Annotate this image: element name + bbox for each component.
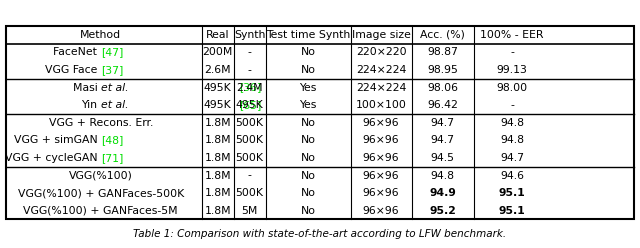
Text: 99.13: 99.13 xyxy=(497,65,527,75)
Text: 495K: 495K xyxy=(236,100,264,110)
Text: Method: Method xyxy=(80,30,122,40)
Text: 98.00: 98.00 xyxy=(497,83,527,93)
Text: et al.: et al. xyxy=(101,100,132,110)
Text: 96.42: 96.42 xyxy=(427,100,458,110)
Text: 95.1: 95.1 xyxy=(499,188,525,198)
Text: VGG(%100) + GANFaces-5M: VGG(%100) + GANFaces-5M xyxy=(24,206,178,216)
Text: [71]: [71] xyxy=(101,153,123,163)
Text: 94.8: 94.8 xyxy=(500,135,524,145)
Text: 224×224: 224×224 xyxy=(356,65,406,75)
Text: 224×224: 224×224 xyxy=(356,83,406,93)
Text: 96×96: 96×96 xyxy=(363,188,399,198)
Text: No: No xyxy=(301,206,316,216)
Text: et al.: et al. xyxy=(101,83,132,93)
Text: Table 1: Comparison with state-of-the-art according to LFW benchmark.: Table 1: Comparison with state-of-the-ar… xyxy=(133,229,507,239)
Text: [65]: [65] xyxy=(239,100,262,110)
Text: 500K: 500K xyxy=(236,135,264,145)
Text: Real: Real xyxy=(206,30,229,40)
Text: [37]: [37] xyxy=(101,65,123,75)
Text: 95.2: 95.2 xyxy=(429,206,456,216)
Text: 1.8M: 1.8M xyxy=(204,171,231,181)
Text: 94.5: 94.5 xyxy=(431,153,454,163)
Text: Image size: Image size xyxy=(352,30,410,40)
Text: No: No xyxy=(301,47,316,58)
Text: 94.9: 94.9 xyxy=(429,188,456,198)
Text: VGG Face: VGG Face xyxy=(45,65,101,75)
Text: No: No xyxy=(301,118,316,128)
Text: 94.7: 94.7 xyxy=(431,135,454,145)
Text: -: - xyxy=(510,100,514,110)
Text: VGG(%100): VGG(%100) xyxy=(69,171,132,181)
Text: 220×220: 220×220 xyxy=(356,47,406,58)
Text: Yes: Yes xyxy=(300,100,317,110)
Text: 94.7: 94.7 xyxy=(431,118,454,128)
Text: -: - xyxy=(248,65,252,75)
Text: 200M: 200M xyxy=(202,47,233,58)
Text: 94.8: 94.8 xyxy=(500,118,524,128)
Text: 94.8: 94.8 xyxy=(431,171,454,181)
Text: Acc. (%): Acc. (%) xyxy=(420,30,465,40)
Text: -: - xyxy=(510,47,514,58)
Text: 98.87: 98.87 xyxy=(427,47,458,58)
Text: 100% - EER: 100% - EER xyxy=(480,30,544,40)
Text: Yes: Yes xyxy=(300,83,317,93)
Text: 94.7: 94.7 xyxy=(500,153,524,163)
Text: No: No xyxy=(301,171,316,181)
Text: No: No xyxy=(301,153,316,163)
Text: 95.1: 95.1 xyxy=(499,206,525,216)
Text: 5M: 5M xyxy=(241,206,258,216)
Text: 500K: 500K xyxy=(236,153,264,163)
Text: VGG(%100) + GANFaces-500K: VGG(%100) + GANFaces-500K xyxy=(18,188,184,198)
Text: 500K: 500K xyxy=(236,188,264,198)
Text: [47]: [47] xyxy=(101,47,123,58)
Text: 1.8M: 1.8M xyxy=(204,153,231,163)
Text: [48]: [48] xyxy=(101,135,123,145)
Text: 2.4M: 2.4M xyxy=(236,83,263,93)
Text: FaceNet: FaceNet xyxy=(53,47,101,58)
Text: 1.8M: 1.8M xyxy=(204,206,231,216)
Text: Yin: Yin xyxy=(81,100,101,110)
Text: Masi: Masi xyxy=(72,83,101,93)
Text: 1.8M: 1.8M xyxy=(204,118,231,128)
Text: 1.8M: 1.8M xyxy=(204,188,231,198)
Text: 495K: 495K xyxy=(204,83,232,93)
Text: Synth: Synth xyxy=(234,30,266,40)
Text: 96×96: 96×96 xyxy=(363,206,399,216)
Text: 96×96: 96×96 xyxy=(363,118,399,128)
Bar xyxy=(6,26,634,219)
Text: 94.6: 94.6 xyxy=(500,171,524,181)
Text: 98.06: 98.06 xyxy=(427,83,458,93)
Text: VGG + Recons. Err.: VGG + Recons. Err. xyxy=(49,118,153,128)
Text: 98.95: 98.95 xyxy=(427,65,458,75)
Text: -: - xyxy=(248,47,252,58)
Text: 96×96: 96×96 xyxy=(363,153,399,163)
Text: -: - xyxy=(248,171,252,181)
Text: VGG + simGAN: VGG + simGAN xyxy=(13,135,101,145)
Text: 100×100: 100×100 xyxy=(356,100,406,110)
Text: 500K: 500K xyxy=(236,118,264,128)
Text: [36]: [36] xyxy=(239,83,262,93)
Text: No: No xyxy=(301,65,316,75)
Text: 96×96: 96×96 xyxy=(363,171,399,181)
Text: VGG + cycleGAN: VGG + cycleGAN xyxy=(4,153,101,163)
Text: No: No xyxy=(301,188,316,198)
Text: 96×96: 96×96 xyxy=(363,135,399,145)
Text: Test time Synth: Test time Synth xyxy=(266,30,350,40)
Text: 495K: 495K xyxy=(204,100,232,110)
Text: 1.8M: 1.8M xyxy=(204,135,231,145)
Text: No: No xyxy=(301,135,316,145)
Text: 2.6M: 2.6M xyxy=(204,65,231,75)
